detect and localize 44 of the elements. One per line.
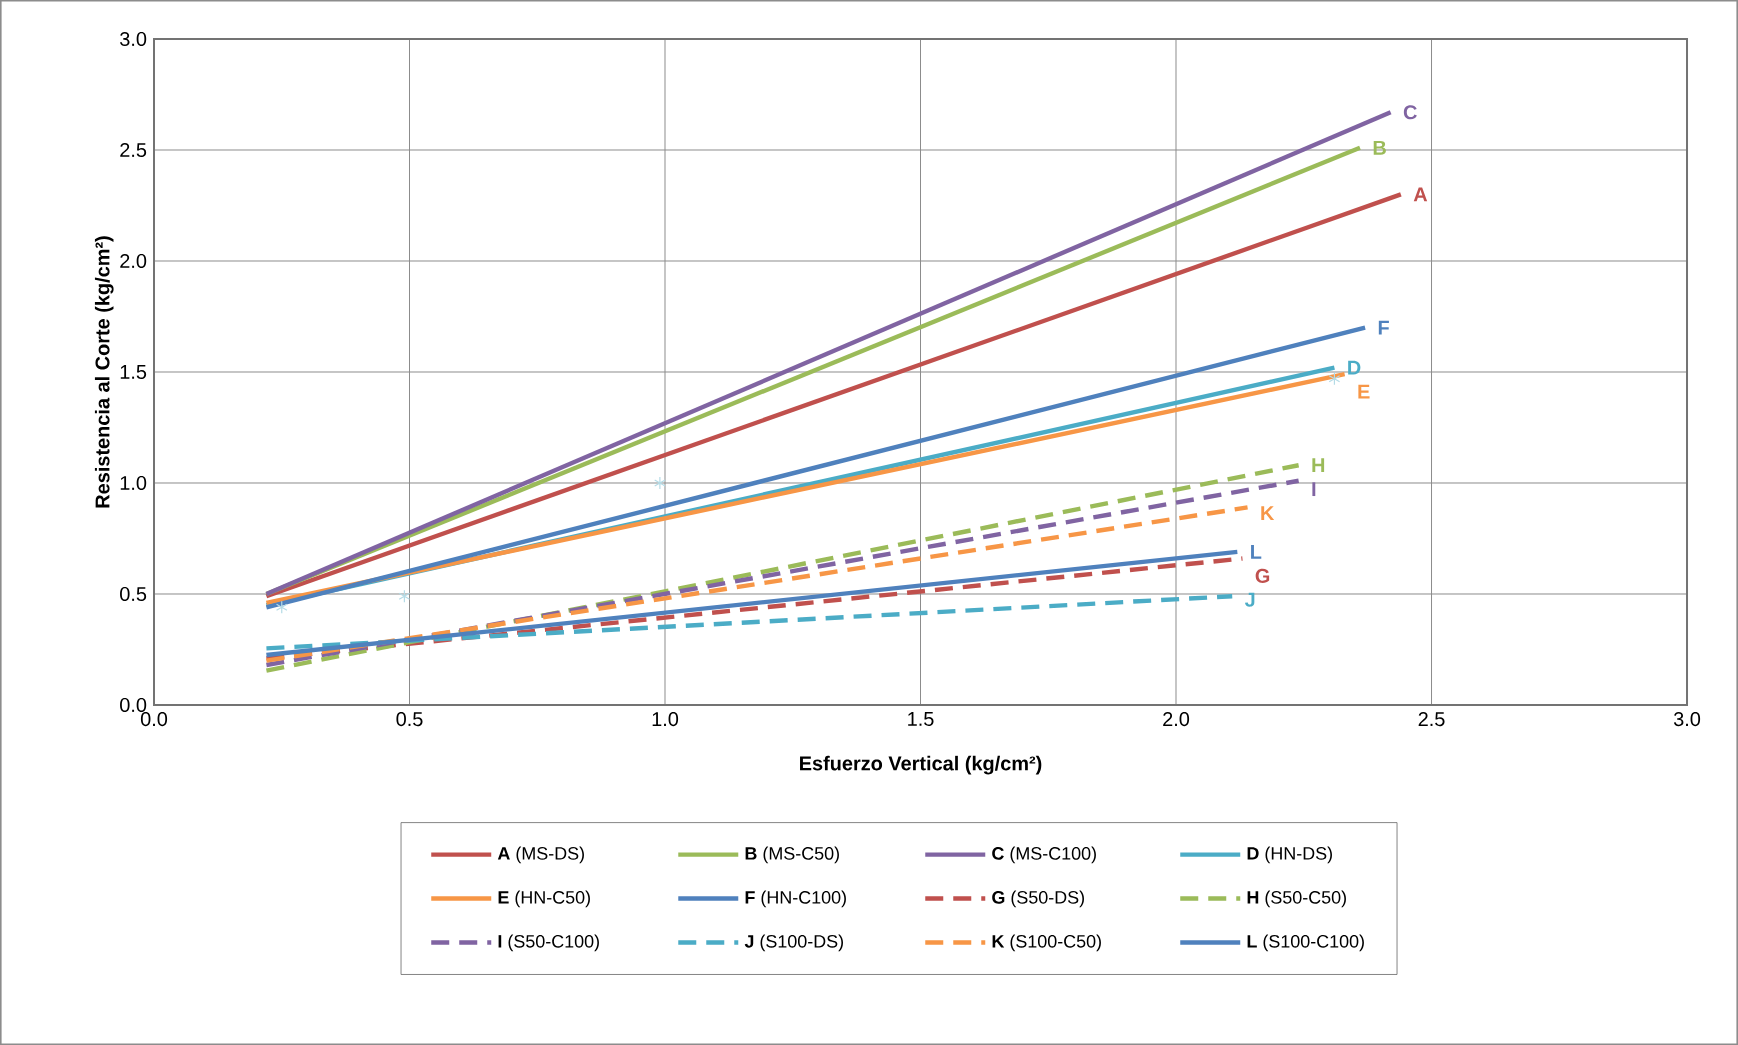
x-tick-label: 2.0 — [1163, 712, 1190, 727]
point — [654, 476, 666, 490]
legend-label: K (S100-C50) — [992, 934, 1101, 952]
point — [1328, 372, 1341, 386]
annotation: L — [1251, 544, 1262, 559]
y-axis-title: Resistencia al Corte (kg/cm²) — [94, 236, 114, 508]
legend-label: D (HN-DS) — [1247, 846, 1332, 864]
x-tick-label: 1.5 — [908, 712, 934, 726]
point — [398, 589, 411, 603]
annotation: B — [1373, 140, 1386, 155]
annotation: I — [1312, 482, 1316, 497]
x-axis-title: Esfuerzo Vertical (kg/cm²) — [800, 755, 1042, 775]
legend-label: I (S50-C100) — [498, 934, 599, 952]
legend-label: J (S100-DS) — [744, 934, 843, 952]
annotation: E — [1358, 384, 1370, 399]
y-tick-label: 3.0 — [120, 31, 147, 47]
annotation: D — [1348, 360, 1361, 375]
x-tick-label: 0.0 — [140, 712, 168, 727]
x-tick-label: 2.5 — [1418, 712, 1445, 727]
y-tick-label: 2.0 — [120, 253, 147, 269]
y-tick-label: 0.0 — [120, 697, 147, 713]
x-tick-label: 0.5 — [396, 712, 423, 727]
legend-label: B (MS-C50) — [745, 846, 839, 864]
y-tick-label: 1.5 — [120, 365, 147, 379]
y-tick-label: 2.5 — [120, 142, 147, 158]
legend-label: H (S50-C50) — [1247, 890, 1346, 908]
legend-label: A (MS-DS) — [497, 846, 584, 864]
annotation: F — [1378, 320, 1389, 335]
point — [275, 600, 288, 614]
annotation: A — [1413, 187, 1428, 202]
annotation: G — [1255, 568, 1270, 583]
y-tick-label: 1.0 — [120, 475, 147, 491]
legend-label: E (HN-C50) — [498, 890, 590, 908]
legend-label: C (MS-C100) — [992, 846, 1096, 864]
legend-label: G (S50-DS) — [992, 890, 1084, 908]
legend-label: F (HN-C100) — [745, 890, 846, 908]
annotation: J — [1244, 592, 1255, 607]
legend-label: L (S100-C100) — [1247, 934, 1364, 952]
annotation: K — [1261, 506, 1275, 521]
x-tick-label: 1.0 — [652, 712, 679, 727]
y-tick-label: 0.5 — [120, 586, 147, 602]
annotation: C — [1403, 105, 1417, 120]
x-tick-label: 3.0 — [1673, 712, 1701, 727]
annotation: H — [1312, 458, 1325, 473]
